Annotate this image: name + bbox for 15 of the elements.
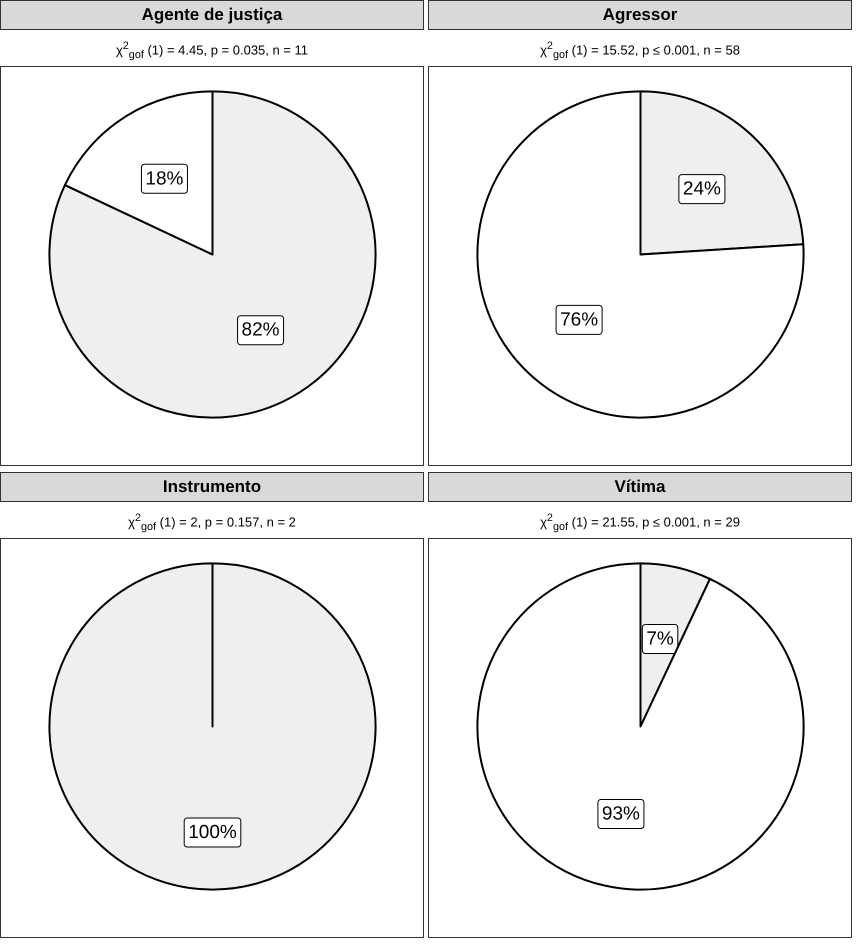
chart-title: Agente de justiça (0, 0, 424, 30)
data-label: 76% (560, 309, 598, 330)
chart-subtitle: χ$^{2}$$_{gof}$ (1) = 4.45, p = 0.035, n = 11 (114, 39, 310, 61)
chart-title: Vítima (428, 472, 852, 502)
data-label: 18% (145, 168, 184, 190)
chart-subtitle: χ$^{2}$$_{gof}$ (1) = 15.52, p ≤ 0.001, n = 58 (539, 39, 741, 61)
data-label: 82% (242, 320, 280, 341)
data-label: 100% (188, 822, 237, 843)
data-label: 93% (602, 804, 640, 825)
data-label: 7% (646, 628, 674, 650)
chart-subtitle: χ$^{2}$$_{gof}$ (1) = 2, p = 0.157, n = 2 (127, 511, 297, 533)
chart-title: Instrumento (0, 472, 424, 502)
data-label: 24% (682, 178, 722, 200)
chart-subtitle: χ$^{2}$$_{gof}$ (1) = 21.55, p ≤ 0.001, n = 29 (539, 511, 741, 533)
chart-title: Agressor (428, 0, 852, 30)
